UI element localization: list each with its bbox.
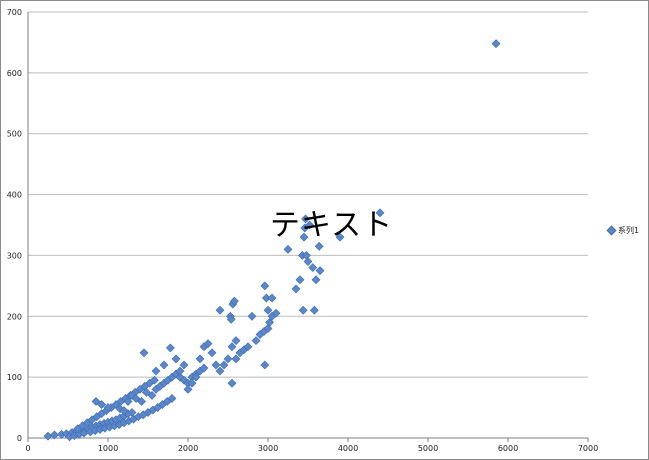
data-point (251, 336, 261, 346)
legend: 系列1 (606, 225, 640, 236)
data-point (199, 363, 209, 373)
data-point (103, 403, 113, 412)
overlay-text: テキスト (270, 208, 394, 243)
data-point (260, 360, 270, 370)
data-point (151, 366, 161, 376)
y-tick-label: 500 (7, 130, 22, 139)
x-tick-label: 6000 (498, 444, 518, 453)
y-tick-label: 400 (7, 191, 22, 200)
data-point (375, 208, 385, 218)
data-point (131, 394, 141, 403)
data-point (219, 360, 229, 370)
data-point (141, 387, 151, 397)
data-point (491, 39, 501, 49)
data-point (147, 390, 157, 400)
x-tick-label: 5000 (418, 444, 438, 453)
data-point (226, 314, 236, 324)
x-tick-label: 4000 (338, 444, 358, 453)
data-point (243, 342, 253, 352)
data-point (43, 431, 53, 441)
data-point (308, 263, 318, 273)
data-point (139, 348, 149, 358)
data-point (203, 339, 213, 349)
data-point (183, 384, 193, 394)
data-point (179, 360, 189, 370)
data-point (167, 394, 177, 403)
y-tick-label: 600 (7, 69, 22, 78)
y-tick-label: 0 (17, 434, 22, 443)
data-point (227, 342, 237, 352)
data-point (231, 336, 241, 346)
data-point (271, 308, 281, 318)
data-point (315, 266, 325, 276)
data-point (295, 275, 305, 285)
data-point (171, 354, 181, 364)
data-point (195, 354, 205, 364)
data-point (175, 366, 185, 376)
data-point (314, 241, 324, 251)
data-point (263, 305, 273, 315)
data-point (215, 366, 225, 376)
y-tick-label: 300 (7, 251, 22, 260)
data-point (159, 360, 169, 370)
legend-marker-icon (606, 225, 617, 236)
data-point (303, 257, 313, 266)
x-tick-label: 2000 (178, 444, 198, 453)
data-point (299, 232, 309, 242)
data-point (49, 430, 59, 440)
data-point (311, 275, 321, 285)
data-point (211, 360, 221, 370)
data-point (137, 397, 147, 406)
data-point (305, 220, 315, 230)
x-tick-label: 1000 (98, 444, 118, 453)
y-tick-label: 700 (7, 8, 22, 17)
y-tick-label: 100 (7, 373, 22, 382)
data-point (227, 378, 237, 388)
data-point (119, 406, 129, 416)
data-point (301, 214, 311, 224)
data-point (231, 354, 241, 364)
data-point (265, 317, 275, 327)
x-tick-label: 0 (25, 444, 30, 453)
legend-label: 系列1 (618, 226, 640, 235)
data-point (229, 296, 239, 306)
data-point (260, 281, 270, 291)
data-point (283, 244, 293, 254)
data-point (191, 372, 201, 382)
data-point (263, 324, 273, 333)
data-point (298, 305, 308, 315)
data-point (187, 378, 197, 388)
data-point (165, 343, 175, 353)
data-point (267, 293, 277, 303)
x-tick-label: 3000 (258, 444, 278, 453)
data-point (335, 232, 345, 242)
data-point (223, 354, 233, 364)
data-point (207, 348, 217, 358)
data-point (97, 400, 107, 409)
data-point (247, 311, 257, 321)
x-tick-label: 7000 (578, 444, 598, 453)
data-point (149, 375, 159, 385)
data-point (215, 305, 225, 315)
y-tick-label: 200 (7, 312, 22, 321)
data-point (291, 284, 301, 294)
data-point (91, 397, 101, 406)
data-point (309, 305, 319, 315)
data-point (123, 397, 133, 406)
